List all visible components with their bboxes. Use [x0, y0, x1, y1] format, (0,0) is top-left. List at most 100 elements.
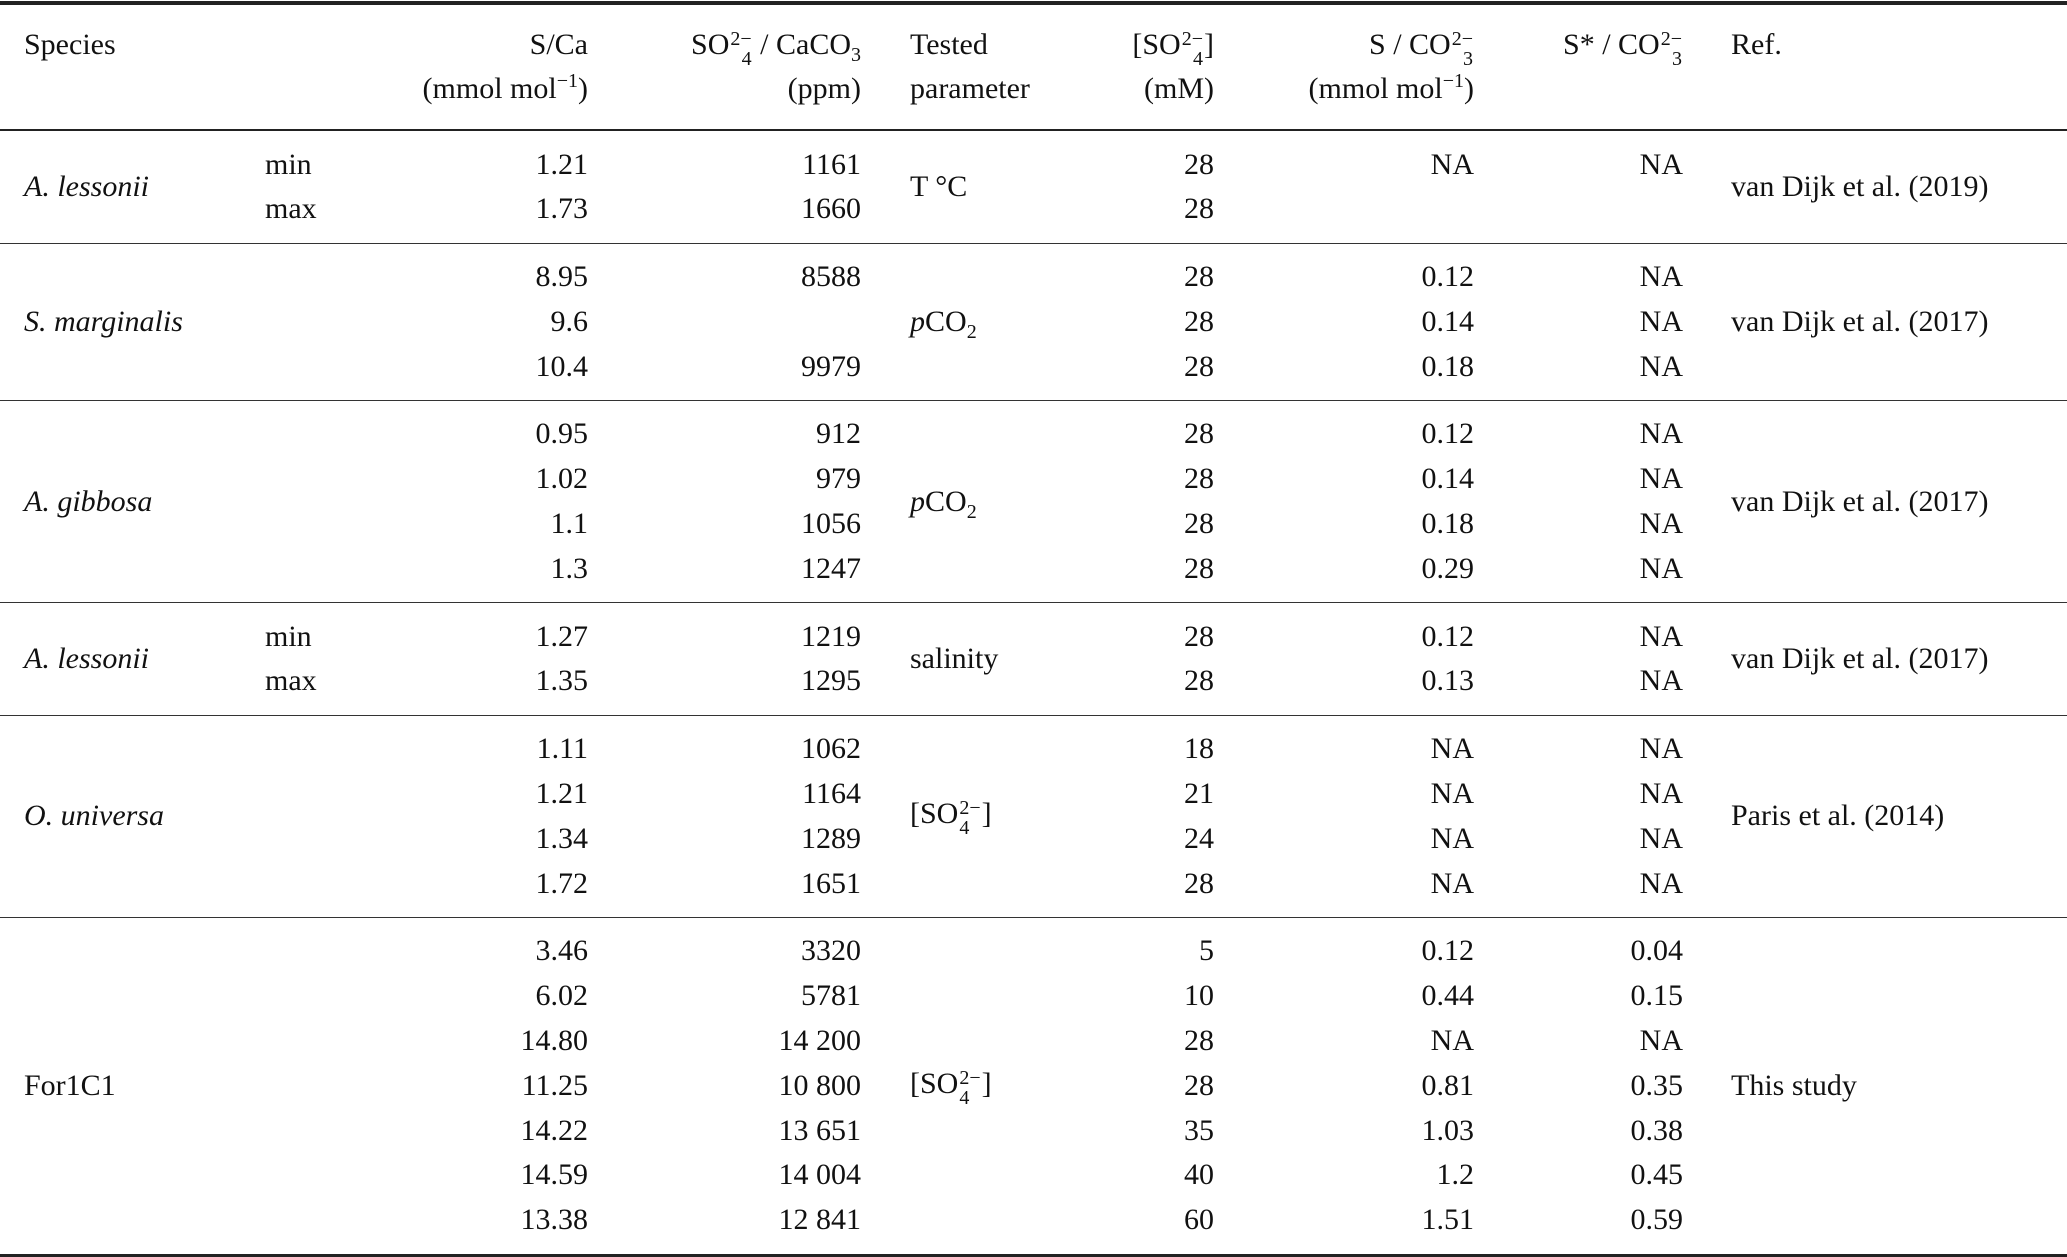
min-max-cell	[255, 918, 400, 974]
species-cell: A. gibbosa	[24, 484, 153, 518]
s-ca-cell: 3.46	[535, 934, 589, 968]
s-ca-cell: 14.80	[520, 1024, 589, 1058]
header-s-star-co3: S* / CO 3 2−	[1563, 28, 1682, 71]
s-star-co3-cell: NA	[1639, 866, 1683, 900]
so4-caco3-cell: 979	[816, 462, 861, 496]
so4-conc-cell: 5	[1199, 934, 1214, 968]
s-co3-cell: NA	[1430, 147, 1474, 181]
s-star-co3-cell	[1484, 187, 1693, 243]
reference-cell: van Dijk et al. (2019)	[1731, 169, 1989, 203]
so4-caco3-cell: 9979	[801, 349, 861, 383]
header-species: Species	[24, 28, 116, 61]
so4-caco3-cell: 1219	[801, 619, 861, 653]
so4-conc-cell: 28	[1184, 147, 1214, 181]
table-row: 6.02 5781 10 0.44 0.15	[0, 974, 2067, 1019]
so4-conc-cell: 18	[1184, 732, 1214, 766]
table-row: 10.4 9979 28 0.18 NA	[0, 344, 2067, 400]
table-row: 14.80 14 200 28 NA NA	[0, 1019, 2067, 1064]
reference-cell: This study	[1731, 1068, 1857, 1102]
s-star-co3-cell: NA	[1639, 664, 1683, 698]
tested-parameter-cell: [SO 4 2−]	[910, 797, 992, 840]
s-star-co3-cell: NA	[1639, 551, 1683, 585]
s-co3-cell: 1.2	[1436, 1158, 1475, 1192]
species-group: S. marginalis 8.95 8588 pCO2 28 0.12 NA van Dij…	[0, 243, 2067, 401]
so4-caco3-cell: 12 841	[778, 1203, 862, 1237]
so4-conc-cell: 10	[1184, 979, 1214, 1013]
s-co3-cell: 0.14	[1421, 304, 1475, 338]
s-co3-cell: NA	[1430, 821, 1474, 855]
min-max-cell	[255, 974, 400, 1019]
so4-caco3-cell: 1056	[801, 507, 861, 541]
species-cell: S. marginalis	[24, 304, 183, 338]
so4-caco3-cell: 912	[816, 417, 861, 451]
table-row: 14.22 13 651 35 1.03 0.38	[0, 1108, 2067, 1153]
so4-conc-cell: 28	[1184, 507, 1214, 541]
tested-parameter-cell: salinity	[910, 642, 999, 676]
header-s-co3: S / CO 3 2− (mmol mol−1)	[1308, 28, 1474, 106]
s-ca-cell: 1.3	[550, 551, 589, 585]
s-star-co3-cell: NA	[1639, 619, 1683, 653]
so4-caco3-cell	[598, 300, 871, 345]
s-co3-cell: 0.44	[1421, 979, 1475, 1013]
species-group: A. gibbosa 0.95 912 pCO2 28 0.12 NA van Dijk et…	[0, 401, 2067, 603]
s-co3-cell: 0.12	[1421, 260, 1475, 294]
so4-conc-cell: 21	[1184, 777, 1214, 811]
s-star-co3-cell: NA	[1639, 732, 1683, 766]
table-row: max 1.73 1660 28	[0, 187, 2067, 243]
reference-cell: van Dijk et al. (2017)	[1731, 642, 1989, 676]
s-star-co3-cell: 0.45	[1630, 1158, 1684, 1192]
s-ca-cell: 8.95	[535, 260, 589, 294]
min-max-cell: min	[265, 147, 312, 181]
min-max-cell: max	[265, 664, 317, 698]
min-max-cell	[255, 546, 400, 602]
min-max-cell	[255, 457, 400, 502]
table-row: 1.72 1651 28 NA NA	[0, 861, 2067, 917]
min-max-cell	[255, 816, 400, 861]
so4-conc-cell: 28	[1184, 462, 1214, 496]
so4-conc-cell: 28	[1184, 349, 1214, 383]
so4-caco3-cell: 1651	[801, 866, 861, 900]
s-ca-cell: 14.59	[520, 1158, 589, 1192]
so4-caco3-cell: 1295	[801, 664, 861, 698]
header-so4-conc: [SO 4 2−] (mM)	[1132, 28, 1214, 106]
so4-conc-cell: 28	[1184, 417, 1214, 451]
s-ca-cell: 1.72	[535, 866, 589, 900]
tested-parameter-cell: T °C	[910, 169, 968, 203]
so4-conc-cell: 28	[1184, 1068, 1214, 1102]
min-max-cell	[255, 1063, 400, 1108]
table-row: 13.38 12 841 60 1.51 0.59	[0, 1198, 2067, 1255]
min-max-cell: min	[265, 619, 312, 653]
min-max-cell	[255, 1153, 400, 1198]
min-max-cell	[255, 772, 400, 817]
s-co3-cell: 0.12	[1421, 619, 1475, 653]
so4-conc-cell: 60	[1184, 1203, 1214, 1237]
reference-cell: van Dijk et al. (2017)	[1731, 304, 1989, 338]
s-co3-cell: 1.03	[1421, 1113, 1475, 1147]
min-max-cell	[255, 861, 400, 917]
s-star-co3-cell: NA	[1639, 260, 1683, 294]
so4-caco3-cell: 5781	[801, 979, 861, 1013]
s-ca-cell: 11.25	[521, 1068, 588, 1102]
s-star-co3-cell: NA	[1639, 304, 1683, 338]
s-ca-cell: 1.11	[536, 732, 588, 766]
s-star-co3-cell: 0.38	[1630, 1113, 1684, 1147]
so4-conc-cell: 24	[1184, 821, 1214, 855]
s-co3-cell: 0.14	[1421, 462, 1475, 496]
table-row: max 1.35 1295 28 0.13 NA	[0, 659, 2067, 715]
s-star-co3-cell: 0.35	[1630, 1068, 1684, 1102]
s-star-co3-cell: NA	[1639, 777, 1683, 811]
s-co3-cell: 0.12	[1421, 417, 1475, 451]
s-co3-cell: NA	[1430, 777, 1474, 811]
tested-parameter-cell: pCO2	[910, 484, 977, 523]
s-ca-cell: 0.95	[535, 417, 589, 451]
min-max-cell	[255, 1108, 400, 1153]
so4-caco3-cell: 1289	[801, 821, 861, 855]
s-co3-cell: NA	[1430, 732, 1474, 766]
min-max-cell	[255, 344, 400, 400]
header-tested-parameter: Tested parameter	[910, 28, 1030, 105]
species-cell: O. universa	[24, 799, 164, 833]
so4-caco3-cell: 1247	[801, 551, 861, 585]
s-co3-cell: 0.18	[1421, 349, 1475, 383]
s-co3-cell: NA	[1430, 1024, 1474, 1058]
